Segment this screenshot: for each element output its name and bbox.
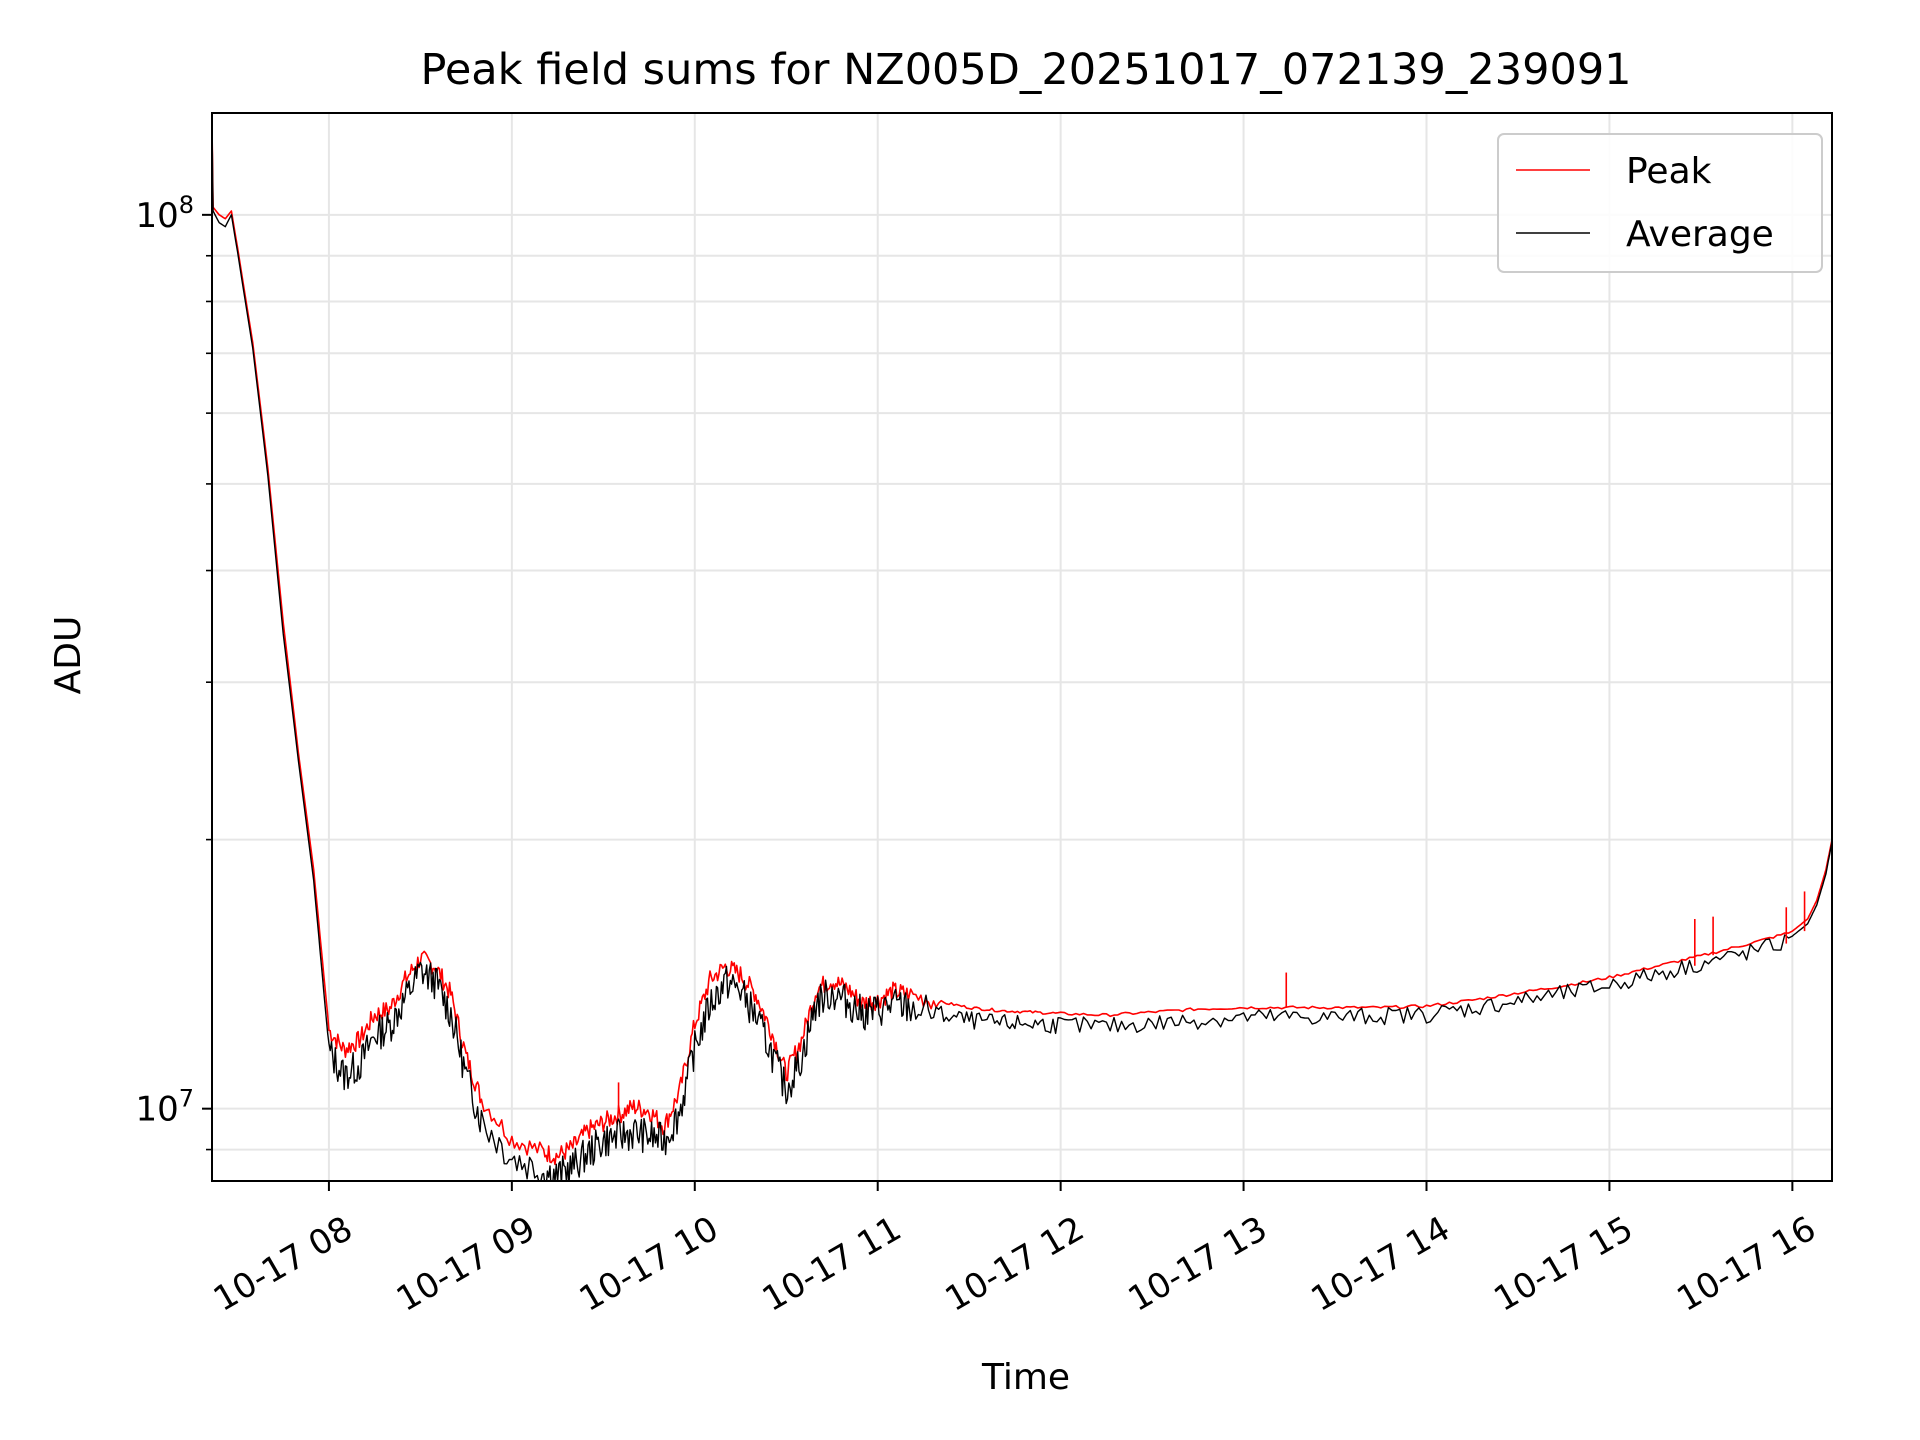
x-axis-title: Time [981,1357,1070,1398]
y-tick-exponent: 7 [179,1085,194,1113]
legend: Peak Average [1497,133,1823,273]
series-line-average [212,128,1832,1181]
y-tick-base: 10 [135,196,178,236]
legend-label-average: Average [1626,214,1774,255]
plot-frame [211,112,1833,1182]
chart-title: Peak field sums for NZ005D_20251017_0721… [420,45,1631,95]
plot-area [212,128,1832,1181]
y-axis-title: ADU [48,616,89,695]
y-tick-label: 107 [135,1085,194,1130]
y-tick-label: 108 [135,191,194,236]
y-tick-base: 10 [135,1090,178,1130]
legend-box [1497,133,1823,273]
y-tick-exponent: 8 [179,191,194,219]
legend-label-peak: Peak [1626,151,1712,192]
